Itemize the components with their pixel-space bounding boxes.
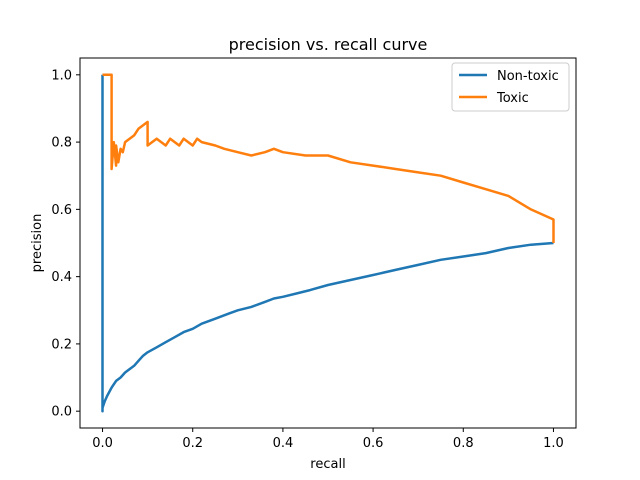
legend-label-non-toxic: Non-toxic: [497, 69, 559, 84]
legend: Non-toxic Toxic: [451, 62, 570, 112]
y-tick-label: 0.8: [51, 136, 72, 151]
y-tick-label: 1.0: [51, 68, 72, 83]
x-axis-label: recall: [310, 457, 345, 472]
legend-label-toxic: Toxic: [496, 91, 529, 106]
plot-lines: [101, 73, 555, 413]
x-tick-label: 0.6: [363, 436, 384, 451]
x-tick-label: 1.0: [543, 436, 564, 451]
x-tick-label: 0.2: [182, 436, 203, 451]
chart-title: precision vs. recall curve: [229, 35, 428, 54]
plot-frame: [79, 57, 577, 429]
y-tick-label: 0.2: [51, 337, 72, 352]
series-line-toxic: [102, 73, 555, 243]
x-tick-label: 0.8: [453, 436, 474, 451]
y-axis-label: precision: [30, 214, 45, 273]
y-axis: 0.0 0.2 0.4 0.6 0.8 1.0: [51, 68, 80, 420]
series-line-non-toxic: [101, 74, 554, 413]
y-tick-label: 0.0: [51, 405, 72, 420]
x-tick-label: 0.0: [92, 436, 113, 451]
x-tick-label: 0.4: [273, 436, 294, 451]
y-tick-label: 0.6: [51, 203, 72, 218]
y-tick-label: 0.4: [51, 270, 72, 285]
x-axis: 0.0 0.2 0.4 0.6 0.8 1.0: [92, 428, 564, 451]
